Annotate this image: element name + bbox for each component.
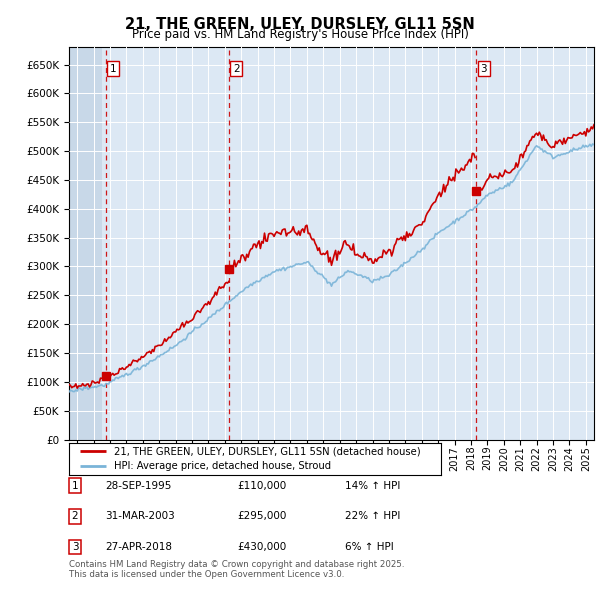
Text: 27-APR-2018: 27-APR-2018	[105, 542, 172, 552]
Text: 3: 3	[481, 64, 487, 74]
Text: 21, THE GREEN, ULEY, DURSLEY, GL11 5SN: 21, THE GREEN, ULEY, DURSLEY, GL11 5SN	[125, 17, 475, 31]
Bar	[69, 47, 102, 440]
Text: Contains HM Land Registry data © Crown copyright and database right 2025.
This d: Contains HM Land Registry data © Crown c…	[69, 560, 404, 579]
Text: £295,000: £295,000	[237, 512, 286, 521]
Text: HPI: Average price, detached house, Stroud: HPI: Average price, detached house, Stro…	[113, 461, 331, 471]
Text: 3: 3	[71, 542, 79, 552]
Text: 2: 2	[71, 512, 79, 521]
Text: Price paid vs. HM Land Registry's House Price Index (HPI): Price paid vs. HM Land Registry's House …	[131, 28, 469, 41]
Text: 22% ↑ HPI: 22% ↑ HPI	[345, 512, 400, 521]
Text: £110,000: £110,000	[237, 481, 286, 490]
Text: 21, THE GREEN, ULEY, DURSLEY, GL11 5SN (detached house): 21, THE GREEN, ULEY, DURSLEY, GL11 5SN (…	[113, 446, 420, 456]
Text: 6% ↑ HPI: 6% ↑ HPI	[345, 542, 394, 552]
Text: 2: 2	[233, 64, 239, 74]
Text: 14% ↑ HPI: 14% ↑ HPI	[345, 481, 400, 490]
Text: 1: 1	[71, 481, 79, 490]
Text: 28-SEP-1995: 28-SEP-1995	[105, 481, 172, 490]
Text: £430,000: £430,000	[237, 542, 286, 552]
Text: 31-MAR-2003: 31-MAR-2003	[105, 512, 175, 521]
Text: 1: 1	[110, 64, 116, 74]
